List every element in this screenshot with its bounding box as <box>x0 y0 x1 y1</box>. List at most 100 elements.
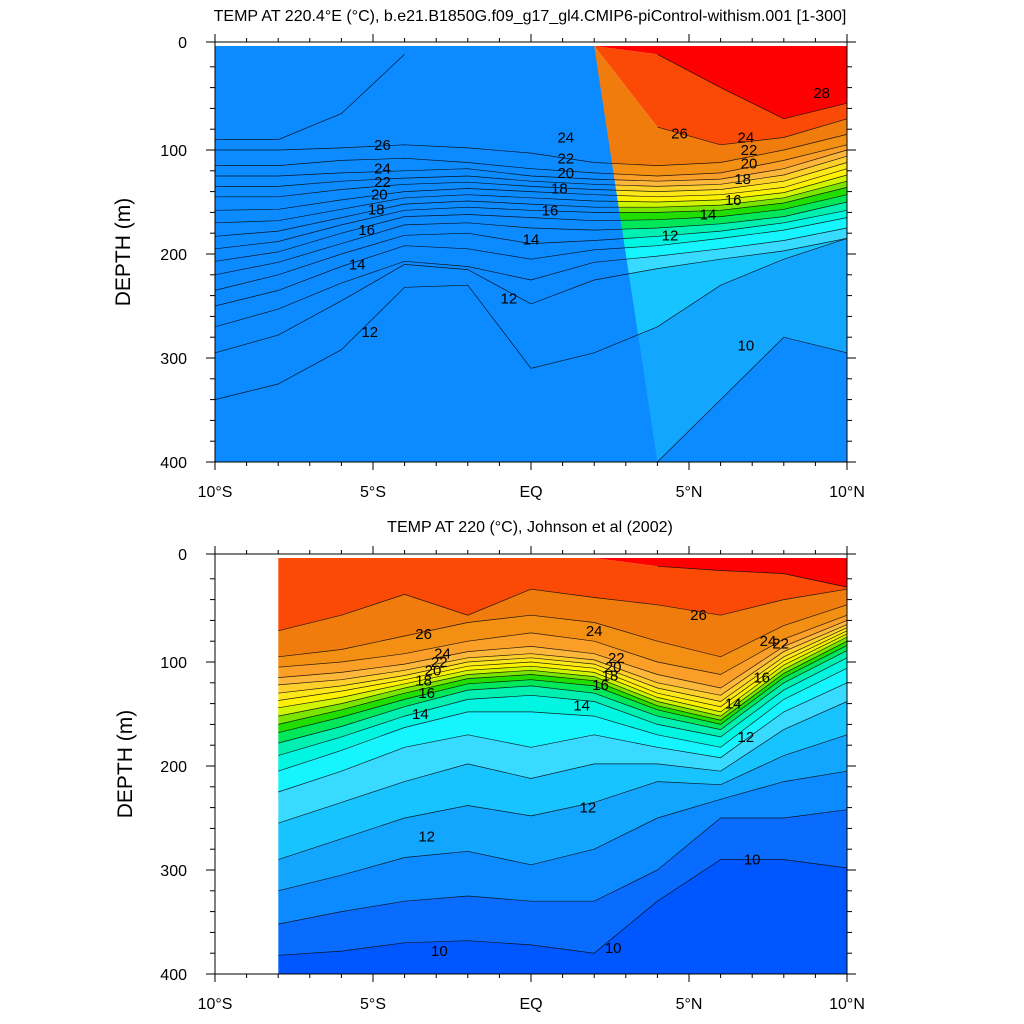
isotherm-19 <box>278 636 848 717</box>
isotherm-28 <box>657 565 848 588</box>
isotherm-13 <box>278 682 848 793</box>
contour-label: 22 <box>557 150 574 167</box>
isotherm-25 <box>278 614 848 675</box>
contour-label: 12 <box>501 291 518 308</box>
x-tick-label: 5°S <box>360 484 386 501</box>
temperature-band <box>278 809 847 956</box>
contour-label: 24 <box>760 633 777 650</box>
contour-label: 16 <box>725 192 742 209</box>
contour-label: 16 <box>592 677 609 694</box>
isotherm-10 <box>657 336 848 463</box>
x-tick-label: 10°S <box>198 484 233 501</box>
isotherm-22 <box>215 162 848 198</box>
isotherm-21 <box>214 168 848 211</box>
observation-contour-labels: 2624262422201816142220181614121224221614… <box>412 607 789 960</box>
y-tick-label: 300 <box>160 863 187 880</box>
temperature-band <box>215 46 847 119</box>
temperature-band <box>278 650 847 756</box>
contour-label: 10 <box>738 338 755 355</box>
contour-label: 12 <box>361 324 378 341</box>
isotherm-15 <box>278 657 848 756</box>
isotherm-9 <box>278 809 848 925</box>
contour-label: 18 <box>602 668 619 685</box>
contour-label: 10 <box>431 943 448 960</box>
temperature-band <box>278 771 847 925</box>
x-tick-label: 5°N <box>676 996 703 1013</box>
isotherm-20 <box>278 633 848 713</box>
isotherm-18 <box>278 640 848 725</box>
y-tick-label: 200 <box>160 759 187 776</box>
temperature-band <box>278 668 847 792</box>
contour-label: 14 <box>523 231 540 248</box>
contour-label: 12 <box>418 829 435 846</box>
isotherm-23 <box>278 624 848 696</box>
contour-label: 16 <box>418 685 435 702</box>
isotherm-8 <box>278 859 848 956</box>
x-tick-label: 5°S <box>360 996 386 1013</box>
contour-label: 18 <box>551 181 568 198</box>
contour-label: 24 <box>557 130 574 147</box>
contour-label: 22 <box>772 635 789 652</box>
model-axes: 10°S 5°S EQ 5°N 10°N 0 100 200 300 400 <box>160 34 865 501</box>
contour-label: 20 <box>605 659 622 676</box>
observation-panel: TEMP AT 220 (°C), Johnson et al (2002) D… <box>114 519 865 1013</box>
isotherm-27 <box>215 54 848 146</box>
contour-label: 16 <box>753 670 770 687</box>
isotherm-14 <box>278 667 848 772</box>
x-tick-label: EQ <box>519 484 542 501</box>
observation-axes: 10°S 5°S EQ 5°N 10°N 0 100 200 300 400 <box>160 546 865 1013</box>
isotherm-10 <box>278 770 848 892</box>
isotherm-22 <box>278 627 848 702</box>
isotherm-12 <box>278 701 848 824</box>
temperature-band <box>278 558 847 588</box>
isotherm-27 <box>278 588 848 632</box>
x-tick-label: 10°N <box>829 484 865 501</box>
isotherm-17 <box>278 645 848 734</box>
isotherm-24 <box>278 620 848 689</box>
contour-label: 10 <box>744 852 761 869</box>
isotherm-16 <box>214 201 848 276</box>
contour-label: 24 <box>738 130 755 147</box>
isotherm-25 <box>215 144 848 177</box>
contour-label: 12 <box>738 729 755 746</box>
temperature-band <box>278 682 847 824</box>
isotherm-11 <box>278 734 848 860</box>
contour-label: 14 <box>700 207 717 224</box>
temperature-band <box>278 734 847 891</box>
isotherm-18 <box>214 187 848 250</box>
contour-label: 20 <box>371 187 388 204</box>
contour-label: 26 <box>374 137 391 154</box>
temperature-band <box>215 46 847 462</box>
temperature-band <box>278 589 847 657</box>
contour-label: 24 <box>586 623 603 640</box>
isotherm-12 <box>214 238 848 354</box>
x-tick-label: 5°N <box>676 484 703 501</box>
isotherm-20 <box>214 174 848 224</box>
isotherm-15 <box>214 209 848 291</box>
contour-label: 12 <box>662 227 679 244</box>
contour-label: 20 <box>425 662 442 679</box>
observation-isotherms <box>278 565 848 956</box>
y-tick-label: 0 <box>178 35 187 52</box>
contour-label: 16 <box>542 202 559 219</box>
y-tick-label: 100 <box>160 143 187 160</box>
contour-label: 14 <box>725 696 742 713</box>
contour-label: 18 <box>415 673 432 690</box>
contour-label: 20 <box>557 165 574 182</box>
isotherm-21 <box>278 630 848 708</box>
contour-label: 18 <box>734 171 751 188</box>
temperature-band <box>278 859 847 974</box>
contour-label: 22 <box>374 174 391 191</box>
contour-label: 24 <box>434 646 451 663</box>
isotherm-23 <box>215 155 848 187</box>
contour-label: 22 <box>431 654 448 671</box>
contour-label: 26 <box>415 626 432 643</box>
model-panel: TEMP AT 220.4°E (°C), b.e21.B1850G.f09_g… <box>112 8 865 501</box>
contour-label: 22 <box>608 650 625 667</box>
y-tick-label: 400 <box>160 455 187 472</box>
temperature-band <box>278 657 847 772</box>
y-tick-label: 100 <box>160 655 187 672</box>
temperature-band <box>215 238 847 462</box>
y-tick-label: 400 <box>160 967 187 984</box>
